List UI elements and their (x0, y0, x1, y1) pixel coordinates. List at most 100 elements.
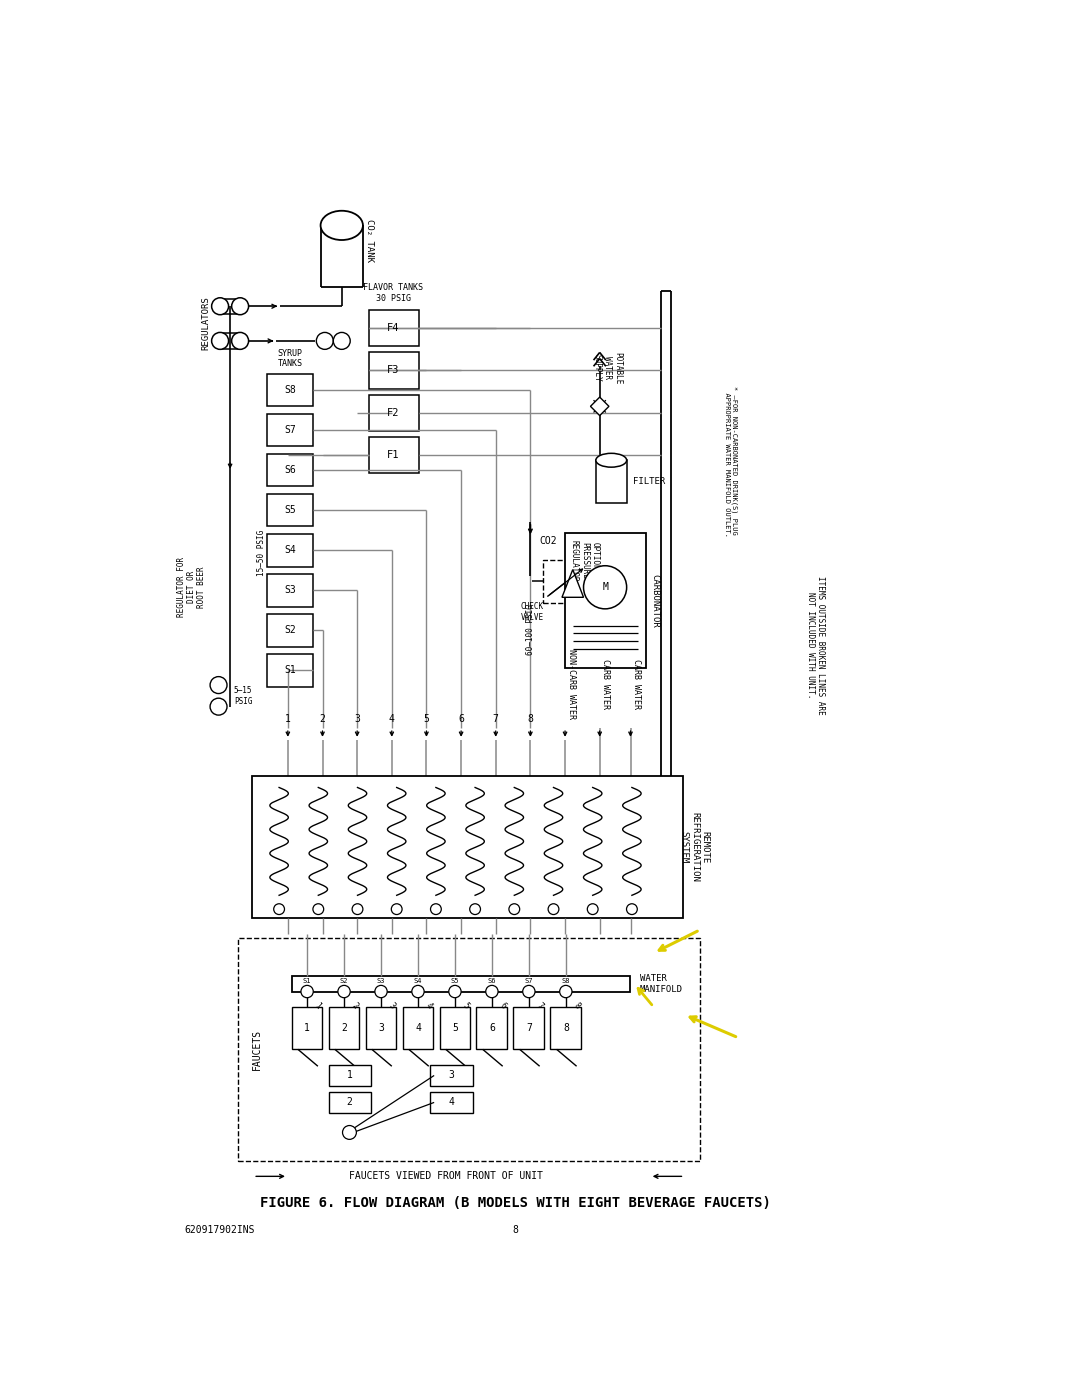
Bar (543, 560, 590, 602)
Text: 5–15
PSIG: 5–15 PSIG (234, 686, 253, 705)
Text: 3: 3 (387, 1000, 396, 1010)
Bar (292, 1007, 323, 1049)
Circle shape (449, 985, 461, 997)
Circle shape (212, 332, 229, 349)
Text: 8: 8 (527, 714, 534, 724)
Text: 4: 4 (389, 714, 394, 724)
Circle shape (431, 904, 442, 915)
Text: S5: S5 (450, 978, 459, 983)
Text: SYRUP
TANKS: SYRUP TANKS (278, 349, 302, 369)
Circle shape (470, 904, 481, 915)
Text: F3: F3 (387, 365, 400, 376)
Circle shape (231, 332, 248, 349)
Bar (440, 1007, 471, 1049)
Circle shape (391, 904, 402, 915)
Bar (513, 1007, 544, 1049)
Bar (403, 1007, 433, 1049)
Text: CHECK
VALVE: CHECK VALVE (521, 602, 543, 622)
Text: S7: S7 (525, 978, 534, 983)
Bar (267, 374, 313, 407)
Bar (430, 1091, 473, 1113)
Text: NON-CARB WATER: NON-CARB WATER (567, 648, 576, 718)
Text: 15–50 PSIG: 15–50 PSIG (257, 529, 266, 576)
Text: OPTIONAL
PRESSURE
REGULATOR: OPTIONAL PRESSURE REGULATOR (569, 539, 599, 581)
Circle shape (559, 985, 572, 997)
Circle shape (411, 985, 424, 997)
Bar (551, 1007, 581, 1049)
Text: 60–100 PSIG: 60–100 PSIG (526, 605, 535, 655)
Bar (267, 654, 313, 686)
Text: S5: S5 (284, 506, 296, 515)
Text: 1: 1 (313, 1000, 323, 1010)
Bar (267, 574, 313, 606)
Text: S1: S1 (284, 665, 296, 676)
Bar (252, 775, 683, 918)
Text: S6: S6 (488, 978, 496, 983)
Text: * –FOR NON-CARBONATED DRINK(S) PLUG
  APPROPRIATE WATER MANIFOLD OUTLET.: * –FOR NON-CARBONATED DRINK(S) PLUG APPR… (724, 384, 738, 536)
Text: 7: 7 (526, 1023, 531, 1032)
Bar (328, 1091, 372, 1113)
Text: FIGURE 6. FLOW DIAGRAM (B MODELS WITH EIGHT BEVERAGE FAUCETS): FIGURE 6. FLOW DIAGRAM (B MODELS WITH EI… (259, 1196, 770, 1210)
Text: S2: S2 (284, 626, 296, 636)
Text: 6: 6 (458, 714, 464, 724)
Text: S3: S3 (377, 978, 386, 983)
Circle shape (338, 985, 350, 997)
Bar (292, 977, 631, 992)
Circle shape (334, 332, 350, 349)
Text: POTABLE
WATER
SUPPLY: POTABLE WATER SUPPLY (593, 352, 622, 384)
Text: 1: 1 (347, 1070, 352, 1080)
Text: S1: S1 (302, 978, 311, 983)
Text: 4: 4 (448, 1098, 454, 1108)
Circle shape (626, 904, 637, 915)
Text: 5: 5 (453, 1023, 458, 1032)
Text: S8: S8 (284, 386, 296, 395)
Text: S4: S4 (284, 545, 296, 556)
Text: 2: 2 (347, 1098, 352, 1108)
Bar (368, 437, 419, 474)
Circle shape (588, 904, 598, 915)
Circle shape (273, 904, 284, 915)
Bar (368, 310, 419, 346)
Text: S3: S3 (284, 585, 296, 595)
Bar (267, 615, 313, 647)
Text: 8: 8 (512, 1225, 518, 1235)
Text: FAUCETS: FAUCETS (252, 1028, 262, 1070)
Text: 620917902INS: 620917902INS (184, 1225, 255, 1235)
Circle shape (375, 985, 388, 997)
Text: REGULATORS: REGULATORS (201, 296, 210, 351)
Text: CARBONATOR: CARBONATOR (650, 574, 660, 627)
Text: S6: S6 (284, 465, 296, 475)
Circle shape (211, 698, 227, 715)
Text: 7: 7 (492, 714, 499, 724)
Bar (565, 534, 646, 668)
Text: 6: 6 (498, 1000, 508, 1010)
Text: 8: 8 (571, 1000, 581, 1010)
Circle shape (313, 904, 324, 915)
Text: F4: F4 (387, 323, 400, 332)
Text: REGULATOR FOR
DIET OR
ROOT BEER: REGULATOR FOR DIET OR ROOT BEER (177, 557, 206, 617)
Text: CARB WATER: CARB WATER (632, 658, 642, 708)
Circle shape (352, 904, 363, 915)
Text: WATER
MANIFOLD: WATER MANIFOLD (639, 974, 683, 993)
Text: 5: 5 (461, 1000, 471, 1010)
Bar (328, 1065, 372, 1087)
Text: S2: S2 (340, 978, 349, 983)
Bar (596, 460, 626, 503)
Bar (368, 352, 419, 388)
Text: 7: 7 (535, 1000, 544, 1010)
Text: 4: 4 (415, 1023, 421, 1032)
Bar (238, 937, 700, 1161)
Text: 6: 6 (489, 1023, 495, 1032)
Text: 3: 3 (354, 714, 360, 724)
Bar (476, 1007, 508, 1049)
Text: ITEMS OUTSIDE BROKEN LINES ARE
NOT INCLUDED WITH UNIT.: ITEMS OUTSIDE BROKEN LINES ARE NOT INCLU… (806, 576, 825, 714)
Circle shape (549, 904, 558, 915)
Text: REMOTE
REFRIGERATION
SYSTEM: REMOTE REFRIGERATION SYSTEM (679, 812, 710, 882)
Text: F2: F2 (387, 408, 400, 418)
Text: CO2: CO2 (540, 536, 557, 546)
Polygon shape (562, 570, 583, 598)
Bar (368, 395, 419, 432)
Text: S8: S8 (562, 978, 570, 983)
Circle shape (211, 676, 227, 693)
Ellipse shape (596, 453, 626, 467)
